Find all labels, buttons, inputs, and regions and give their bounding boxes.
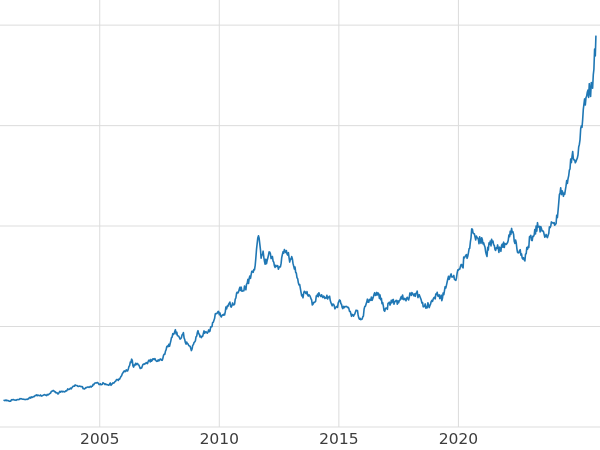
x-tick-label: 2005 [80, 430, 119, 448]
x-tick-label: 2020 [439, 430, 478, 448]
price-line-series [3, 35, 597, 403]
x-tick-label: 2015 [319, 430, 358, 448]
x-tick-label: 2010 [200, 430, 239, 448]
